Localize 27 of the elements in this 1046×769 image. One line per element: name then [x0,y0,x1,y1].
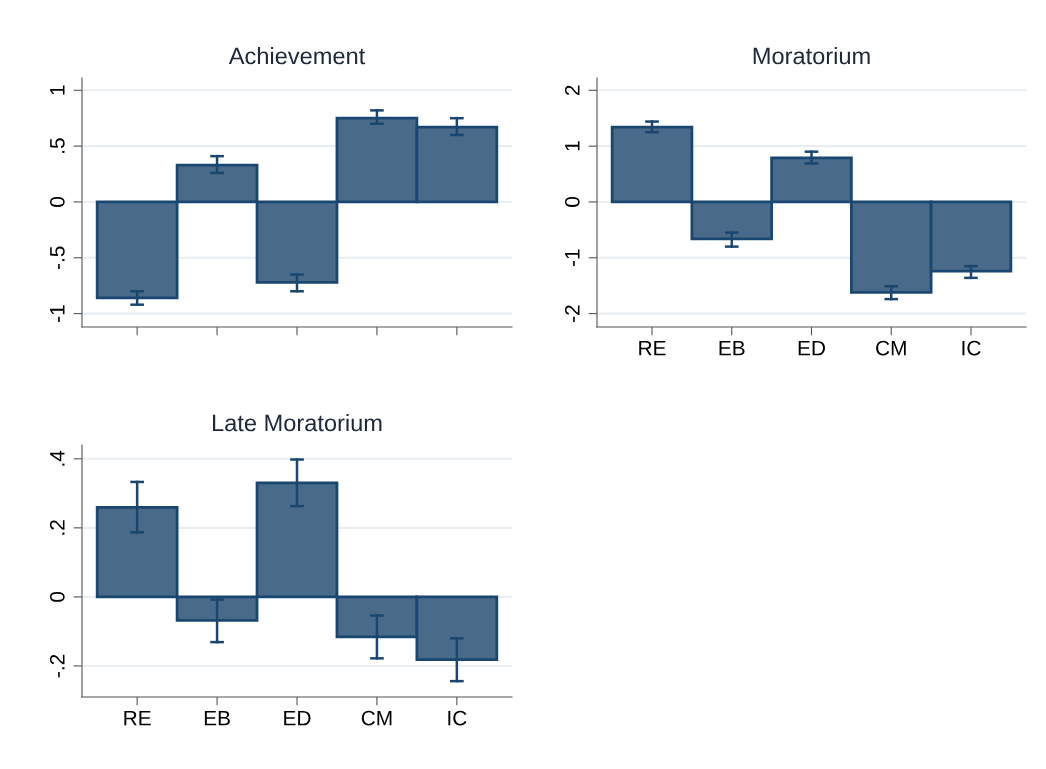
x-tick-label: IC [448,710,467,726]
chart-title: Late Moratorium [212,414,382,432]
x-tick-label: IC [962,340,981,356]
y-tick-label: .5 [50,138,65,153]
y-tick-label: 0 [564,196,580,207]
x-tick-label: ED [284,710,311,726]
x-tick-label: RE [639,340,666,356]
y-tick-label: -.2 [49,654,65,678]
y-tick-label: -2 [564,305,580,322]
y-tick-label: 1 [565,141,580,151]
y-tick-label: 0 [49,196,65,207]
x-tick-label: EB [719,340,745,356]
x-tick-label: CM [361,710,392,726]
y-tick-label: .2 [49,520,65,535]
x-tick-label: RE [124,710,151,726]
chart-title: Achievement [228,47,366,65]
x-tick-label: ED [798,340,825,356]
y-tick-label: -1 [50,305,65,322]
chart-title: Moratorium [753,47,870,65]
y-tick-label: -.5 [50,246,65,269]
y-tick-label: 2 [564,85,580,96]
x-tick-label: EB [204,710,230,726]
x-tick-label: CM [876,340,906,356]
y-tick-label: 1 [50,85,65,95]
y-tick-label: 0 [49,591,65,602]
y-tick-label: .4 [50,450,65,466]
y-tick-label: -1 [565,249,580,267]
